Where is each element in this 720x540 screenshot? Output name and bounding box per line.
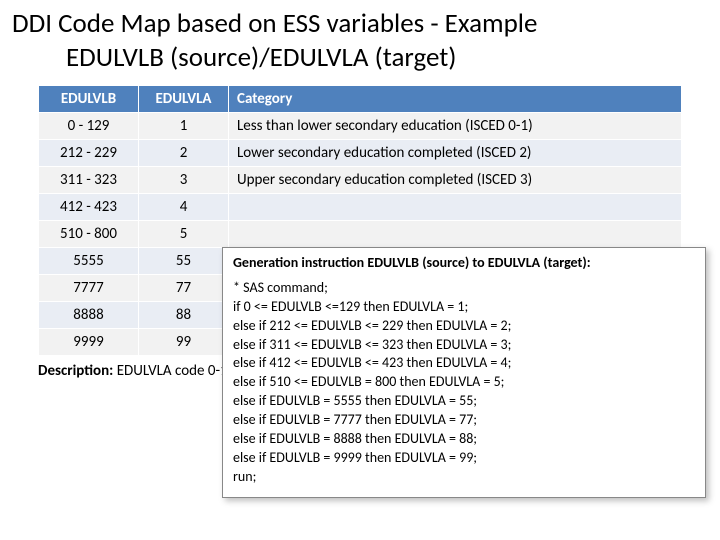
sas-line: else if 510 <= EDULVLB = 800 then EDULVL…: [233, 373, 695, 392]
table-row: 510 - 800 5: [39, 220, 682, 247]
table-header-row: EDULVLB EDULVLA Category: [39, 85, 682, 112]
cell-edulvlb: 7777: [39, 274, 139, 301]
sas-line: else if 212 <= EDULVLB <= 229 then EDULV…: [233, 317, 695, 336]
cell-edulvla: 88: [139, 301, 229, 328]
cell-edulvlb: 8888: [39, 301, 139, 328]
sas-line: else if 311 <= EDULVLB <= 323 then EDULV…: [233, 336, 695, 355]
sas-line: run;: [233, 468, 695, 487]
cell-edulvlb: 0 - 129: [39, 112, 139, 139]
cell-edulvla: 5: [139, 220, 229, 247]
table-row: 311 - 323 3 Upper secondary education co…: [39, 166, 682, 193]
cell-edulvlb: 510 - 800: [39, 220, 139, 247]
cell-category: [229, 220, 682, 247]
description-label: Description:: [38, 362, 113, 380]
sas-line: else if EDULVLB = 5555 then EDULVLA = 55…: [233, 392, 695, 411]
cell-edulvla: 1: [139, 112, 229, 139]
cell-edulvla: 99: [139, 328, 229, 355]
cell-edulvlb: 5555: [39, 247, 139, 274]
slide-title-line2: EDULVLB (source)/EDULVLA (target): [0, 42, 720, 84]
cell-edulvlb: 9999: [39, 328, 139, 355]
table-row: 0 - 129 1 Less than lower secondary educ…: [39, 112, 682, 139]
cell-edulvlb: 412 - 423: [39, 193, 139, 220]
sas-line: else if EDULVLB = 9999 then EDULVLA = 99…: [233, 449, 695, 468]
sas-line: else if EDULVLB = 8888 then EDULVLA = 88…: [233, 430, 695, 449]
header-edulvlb: EDULVLB: [39, 85, 139, 112]
cell-edulvla: 55: [139, 247, 229, 274]
cell-edulvlb: 311 - 323: [39, 166, 139, 193]
sas-line: else if EDULVLB = 7777 then EDULVLA = 77…: [233, 411, 695, 430]
cell-edulvla: 4: [139, 193, 229, 220]
slide-title-line1: DDI Code Map based on ESS variables - Ex…: [0, 0, 720, 42]
overlay-header: Generation instruction EDULVLB (source) …: [233, 254, 695, 273]
table-row: 212 - 229 2 Lower secondary education co…: [39, 139, 682, 166]
header-category: Category: [229, 85, 682, 112]
cell-category: Less than lower secondary education (ISC…: [229, 112, 682, 139]
cell-edulvla: 77: [139, 274, 229, 301]
cell-edulvla: 2: [139, 139, 229, 166]
cell-category: Lower secondary education completed (ISC…: [229, 139, 682, 166]
cell-category: [229, 193, 682, 220]
generation-instruction-overlay: Generation instruction EDULVLB (source) …: [222, 247, 706, 498]
cell-category: Upper secondary education completed (ISC…: [229, 166, 682, 193]
table-row: 412 - 423 4: [39, 193, 682, 220]
sas-comment: * SAS command;: [233, 279, 695, 298]
cell-edulvla: 3: [139, 166, 229, 193]
sas-line: if 0 <= EDULVLB <=129 then EDULVLA = 1;: [233, 298, 695, 317]
header-edulvla: EDULVLA: [139, 85, 229, 112]
sas-line: else if 412 <= EDULVLB <= 423 then EDULV…: [233, 354, 695, 373]
cell-edulvlb: 212 - 229: [39, 139, 139, 166]
